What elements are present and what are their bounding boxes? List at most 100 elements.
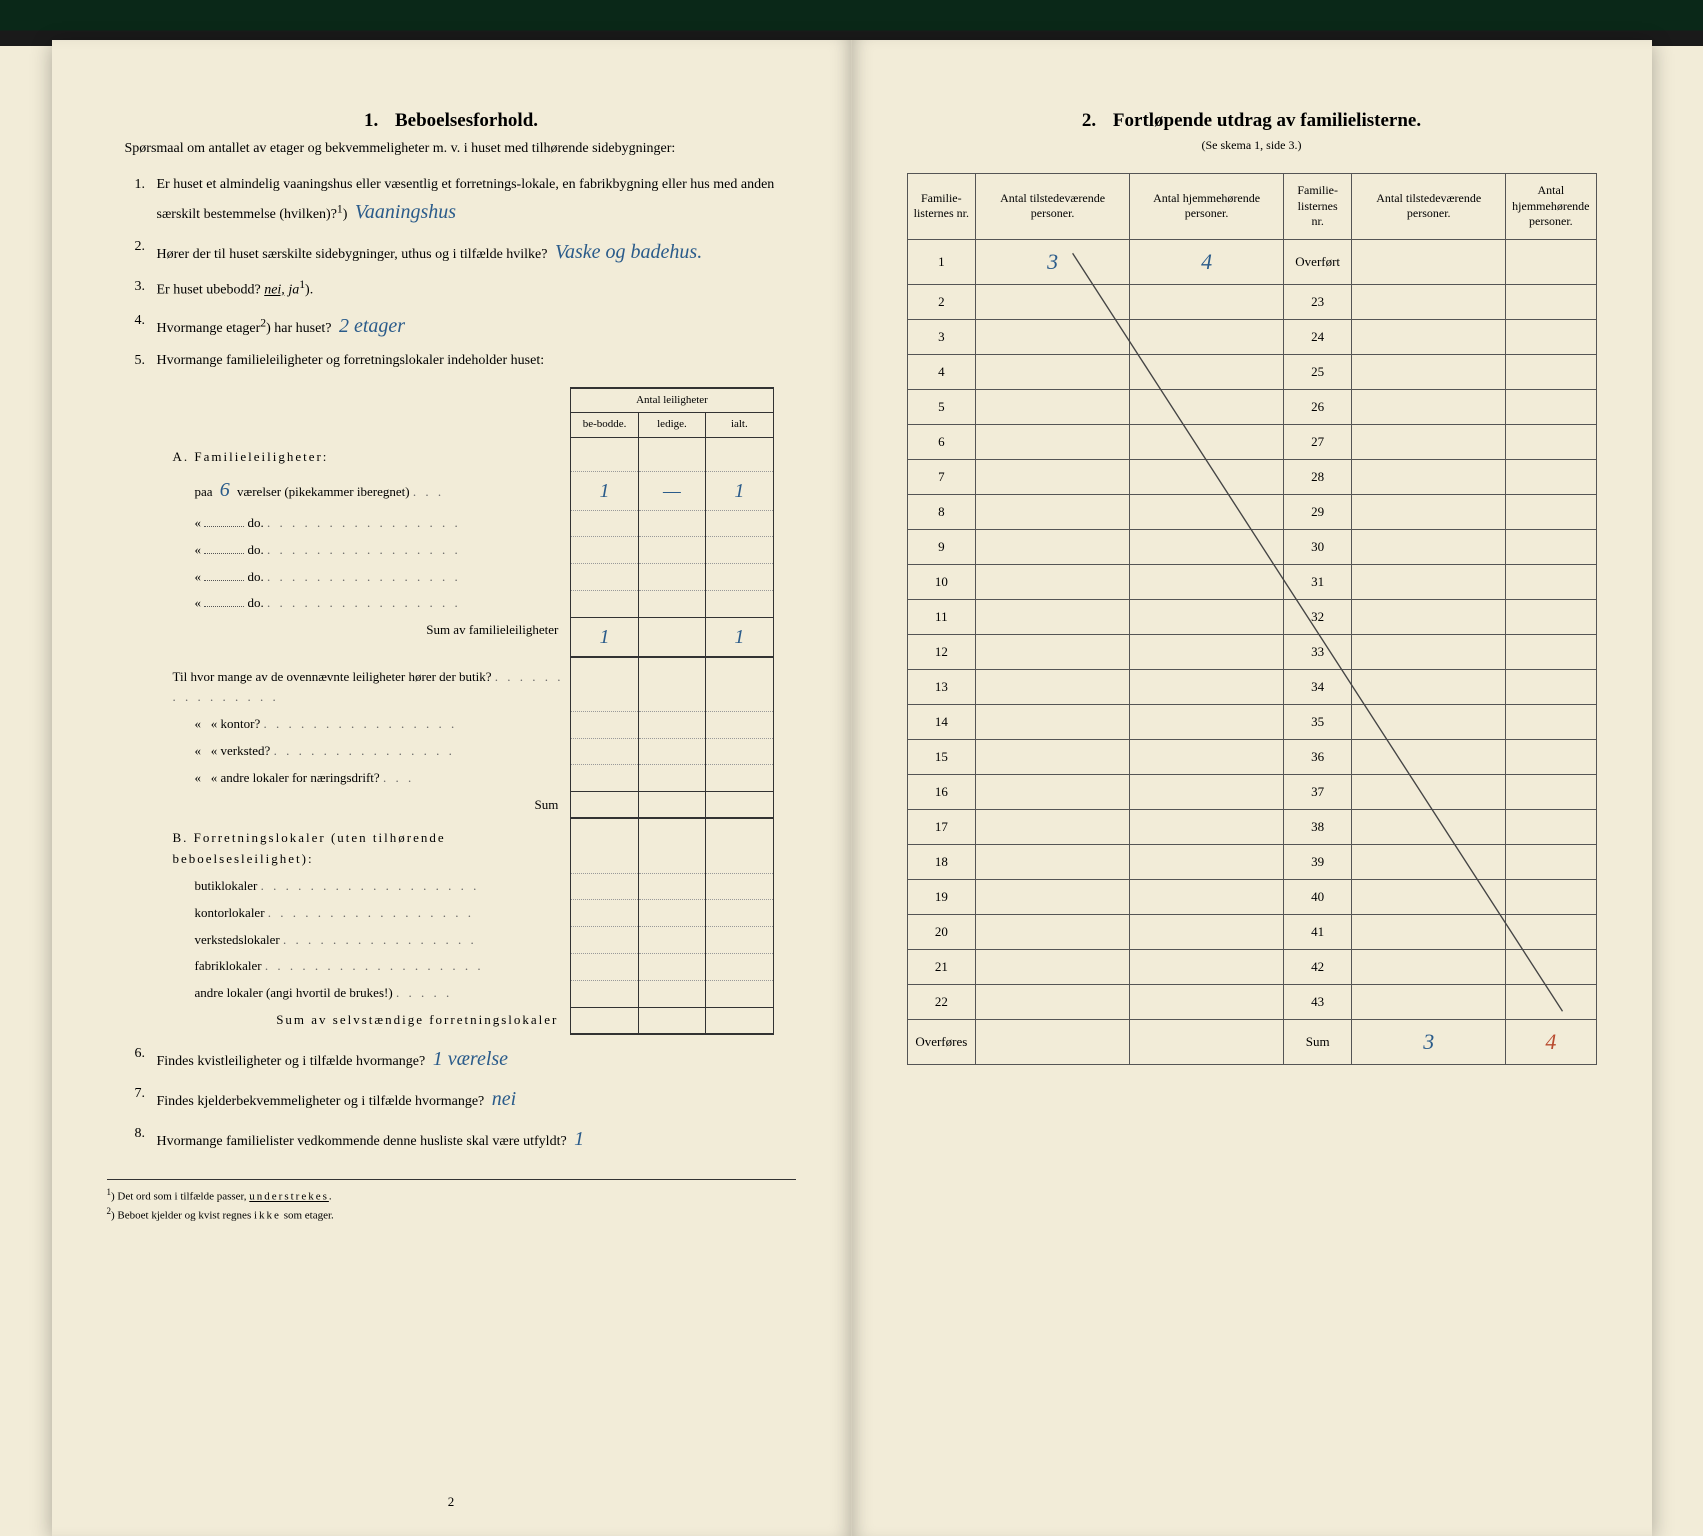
q3-text: Er huset ubebodd?	[157, 283, 261, 298]
A-head: A. Familieleiligheter:	[167, 437, 571, 471]
page-number: 2	[52, 1494, 851, 1510]
left-title: 1. Beboelsesforhold.	[107, 110, 796, 132]
q8-answer: 1	[570, 1128, 588, 1150]
table-sum-row: OverføresSum34	[907, 1019, 1596, 1064]
table-row: 1031	[907, 564, 1596, 599]
q1-text: Er huset et almindelig vaaningshus eller…	[157, 177, 775, 222]
fn2: Beboet kjelder og kvist regnes ikke som …	[117, 1210, 333, 1222]
col-h2b: Antal tilstedeværende personer.	[1352, 174, 1506, 240]
table-row: 1334	[907, 669, 1596, 704]
q4-text-b: har huset?	[274, 321, 331, 336]
A-r1-be: 1	[596, 480, 614, 502]
q5-text: Hvormange familieleiligheter og forretni…	[157, 353, 545, 368]
left-title-num: 1.	[364, 110, 378, 131]
q8: 8. Hvormange familielister vedkommende d…	[135, 1123, 796, 1155]
q3-ja: ja	[288, 283, 299, 298]
mid-row-2: « « kontor? . . . . . . . . . . . . . . …	[167, 711, 774, 738]
mid-sum-row: Sum	[167, 792, 774, 819]
q2-text: Hører der til huset særskilte sidebygnin…	[157, 247, 548, 262]
table-row: 1132	[907, 599, 1596, 634]
intro-text: Spørsmaal om antallet av etager og bekve…	[107, 138, 796, 160]
table-row: 526	[907, 389, 1596, 424]
q1-answer: Vaaningshus	[351, 201, 460, 223]
table-row: 2243	[907, 984, 1596, 1019]
table-row: 1435	[907, 704, 1596, 739]
q2: 2. Hører der til huset særskilte sidebyg…	[135, 236, 796, 268]
q7-answer: nei	[488, 1088, 520, 1110]
tbl-head-ledige: ledige.	[638, 413, 705, 438]
right-title-num: 2.	[1082, 110, 1096, 131]
fn1: Det ord som i tilfælde passer, understre…	[117, 1191, 331, 1203]
book-spread: 1. Beboelsesforhold. Spørsmaal om antall…	[52, 40, 1652, 1536]
questions-list: 1. Er huset et almindelig vaaningshus el…	[135, 174, 796, 1155]
B-head: B. Forretningslokaler (uten tilhørende b…	[167, 818, 571, 873]
q4-text-a: Hvormange etager	[157, 321, 261, 336]
q6-text: Findes kvistleiligheter og i tilfælde hv…	[157, 1054, 426, 1069]
table-row: 1839	[907, 844, 1596, 879]
table-row: 134Overført	[907, 239, 1596, 284]
q4-answer: 2 etager	[335, 315, 409, 337]
right-title: 2. Fortløpende utdrag av familielisterne…	[907, 110, 1597, 132]
family-table: Familie-listernes nr. Antal tilstedevære…	[907, 173, 1597, 1065]
table-row: 1940	[907, 879, 1596, 914]
table-row: 425	[907, 354, 1596, 389]
q5: 5. Hvormange familieleiligheter og forre…	[135, 350, 796, 1035]
q4-sup: 2	[260, 316, 266, 329]
table-row: 324	[907, 319, 1596, 354]
A-row-do: « do. . . . . . . . . . . . . . . . .	[167, 590, 774, 617]
mid-row-4: « « andre lokaler for næringsdrift? . . …	[167, 765, 774, 792]
q7-text: Findes kjelderbekvemmeligheter og i tilf…	[157, 1094, 485, 1109]
table-row: 2142	[907, 949, 1596, 984]
A-sum-ialt: 1	[730, 626, 748, 648]
q3-nei: nei,	[264, 283, 285, 298]
col-h1b: Familie-listernes nr.	[1284, 174, 1352, 240]
mid-row-1: Til hvor mange av de ovennævnte leilighe…	[167, 657, 774, 712]
table-row: 829	[907, 494, 1596, 529]
q1: 1. Er huset et almindelig vaaningshus el…	[135, 174, 796, 228]
q3-sup: 1	[299, 278, 305, 291]
right-title-text: Fortløpende utdrag av familielisterne.	[1113, 110, 1421, 131]
col-h3b: Antal hjemmehørende personer.	[1506, 174, 1596, 240]
q7: 7. Findes kjelderbekvemmeligheter og i t…	[135, 1083, 796, 1115]
A-row-do: « do. . . . . . . . . . . . . . . . .	[167, 564, 774, 591]
tbl-head-group: Antal leiligheter	[571, 388, 773, 413]
q6-answer: 1 værelse	[429, 1048, 512, 1070]
table-row: 2041	[907, 914, 1596, 949]
A-row-1: paa 6 værelser (pikekammer iberegnet) . …	[167, 471, 774, 510]
tbl-head-be: be-bodde.	[571, 413, 638, 438]
B-row: andre lokaler (angi hvortil de brukes!) …	[167, 980, 774, 1007]
family-table-wrap: Familie-listernes nr. Antal tilstedevære…	[907, 173, 1597, 1065]
B-row: verkstedslokaler . . . . . . . . . . . .…	[167, 927, 774, 954]
A-r1-ialt: 1	[730, 480, 748, 502]
mid-row-3: « « verksted? . . . . . . . . . . . . . …	[167, 738, 774, 765]
q1-sup: 1	[337, 202, 343, 215]
q2-answer: Vaske og badehus.	[551, 241, 706, 263]
q8-text: Hvormange familielister vedkommende denn…	[157, 1134, 567, 1149]
A-sum-row: Sum av familieleiligheter 1 1	[167, 617, 774, 657]
q4: 4. Hvormange etager2) har huset? 2 etage…	[135, 310, 796, 342]
col-h2: Antal tilstedeværende personer.	[976, 174, 1130, 240]
right-subtitle: (Se skema 1, side 3.)	[907, 138, 1597, 153]
B-row: fabriklokaler . . . . . . . . . . . . . …	[167, 953, 774, 980]
A-sum-be: 1	[596, 626, 614, 648]
table-row: 1233	[907, 634, 1596, 669]
left-title-text: Beboelsesforhold.	[395, 110, 538, 131]
q3: 3. Er huset ubebodd? nei, ja1).	[135, 276, 796, 302]
A-paa-val: 6	[216, 479, 234, 501]
tbl-head-ialt: ialt.	[706, 413, 773, 438]
A-row-do: « do. . . . . . . . . . . . . . . . .	[167, 510, 774, 537]
table-row: 627	[907, 424, 1596, 459]
table-row: 1738	[907, 809, 1596, 844]
col-h3: Antal hjemmehørende personer.	[1130, 174, 1284, 240]
B-row: butiklokaler . . . . . . . . . . . . . .…	[167, 873, 774, 900]
col-h1: Familie-listernes nr.	[907, 174, 976, 240]
A-row-do: « do. . . . . . . . . . . . . . . . .	[167, 537, 774, 564]
q5-table: Antal leiligheter be-bodde. ledige. ialt…	[167, 387, 774, 1035]
table-row: 728	[907, 459, 1596, 494]
footnotes: 1) Det ord som i tilfælde passer, unders…	[107, 1179, 796, 1224]
q6: 6. Findes kvistleiligheter og i tilfælde…	[135, 1043, 796, 1075]
A-r1-led: —	[659, 480, 685, 502]
B-sum-row: Sum av selvstændige forretningslokaler	[167, 1007, 774, 1034]
right-page: 2. Fortløpende utdrag av familielisterne…	[852, 40, 1652, 1536]
table-row: 930	[907, 529, 1596, 564]
